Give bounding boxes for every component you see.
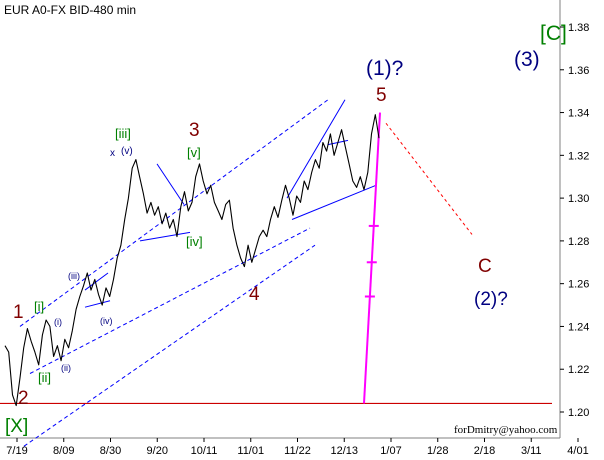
x-tick-label: 7/19: [6, 445, 27, 457]
wave-label: 5: [376, 85, 387, 106]
wave-label: [ii]: [38, 370, 51, 385]
chart-title: EUR A0-FX BID-480 min: [4, 3, 136, 17]
y-tick-label: 1.22: [568, 364, 589, 376]
x-tick-label: 8/09: [53, 445, 74, 457]
trendline-iii-lower: [84, 300, 111, 308]
wave-label: (2)?: [474, 289, 508, 310]
wave-label: x: [110, 148, 115, 159]
wave-label: [v]: [187, 145, 201, 160]
wedge-lower-line: [291, 184, 377, 220]
wave-label: (i): [54, 317, 62, 327]
y-tick-label: 1.20: [568, 407, 589, 419]
wave-label: [C]: [540, 22, 567, 45]
wave-label: 2: [18, 388, 29, 409]
analysis-overlays: [0, 99, 552, 447]
y-tick-label: 1.26: [568, 279, 589, 291]
wave-label: (ii): [61, 363, 71, 373]
y-tick-label: 1.36: [568, 65, 589, 77]
x-tick-label: 10/11: [191, 445, 218, 457]
x-tick-label: 3/11: [521, 445, 542, 457]
wave-label: (iv): [100, 316, 113, 326]
x-axis: 7/19 8/09 8/30 9/20 10/11 11/01 11/22 12/13 1/07…: [6, 438, 589, 457]
y-tick-label: 1.38: [568, 22, 589, 34]
wave-label: C: [478, 256, 492, 277]
channel-upper-line: [19, 99, 329, 327]
wave-label: (1)?: [366, 57, 403, 80]
channel-middle-line: [29, 227, 311, 374]
y-axis: 1.20 1.22 1.24 1.26 1.28 1.30 1.32 1.34 1.36 1.38: [560, 22, 589, 419]
wave-label: [X]: [5, 416, 28, 437]
price-line: [4, 114, 380, 407]
wave-label: (3): [514, 48, 540, 71]
x-tick-label: 1/07: [380, 445, 401, 457]
watermark: forDmitry@yahoo.com: [454, 424, 558, 436]
x-tick-label: 11/01: [237, 445, 264, 457]
wave-label: [i]: [34, 299, 44, 314]
trendline-iii-upper: [84, 272, 109, 291]
y-tick-label: 1.24: [568, 321, 589, 333]
y-tick-label: 1.34: [568, 108, 589, 120]
wave-label: (iii): [68, 271, 80, 281]
y-tick-label: 1.28: [568, 236, 589, 248]
x-tick-label: 8/30: [100, 445, 121, 457]
wave-label: (v): [121, 146, 133, 157]
y-tick-label: 1.30: [568, 193, 589, 205]
y-tick-label: 1.32: [568, 150, 589, 162]
wedge-upper-line: [286, 99, 346, 199]
x-tick-label: 9/20: [147, 445, 168, 457]
wave-label: 4: [249, 284, 260, 305]
trendline-iv: [139, 231, 191, 242]
projection-path: [385, 122, 473, 235]
x-tick-label: 12/13: [330, 445, 358, 457]
plot-frame: [0, 0, 561, 439]
price-series: [4, 114, 380, 407]
fib-time-line: [363, 112, 381, 404]
x-tick-label: 1/28: [427, 445, 448, 457]
wave-label: [iv]: [186, 234, 203, 249]
trendline-v: [156, 163, 185, 205]
wave-label: 1: [13, 302, 24, 323]
channel-lower-line: [23, 244, 316, 447]
x-tick-label: 11/22: [284, 445, 311, 457]
x-tick-label: 4/01: [567, 445, 588, 457]
wave-labels: [C](3) (1)? 5 3 4 1 2 [X] C (2)? [iii] [v] [iv] [i] [i…: [5, 22, 567, 437]
wave-label: [iii]: [115, 126, 131, 141]
wave-label: 3: [189, 120, 200, 141]
x-tick-label: 2/18: [474, 445, 495, 457]
